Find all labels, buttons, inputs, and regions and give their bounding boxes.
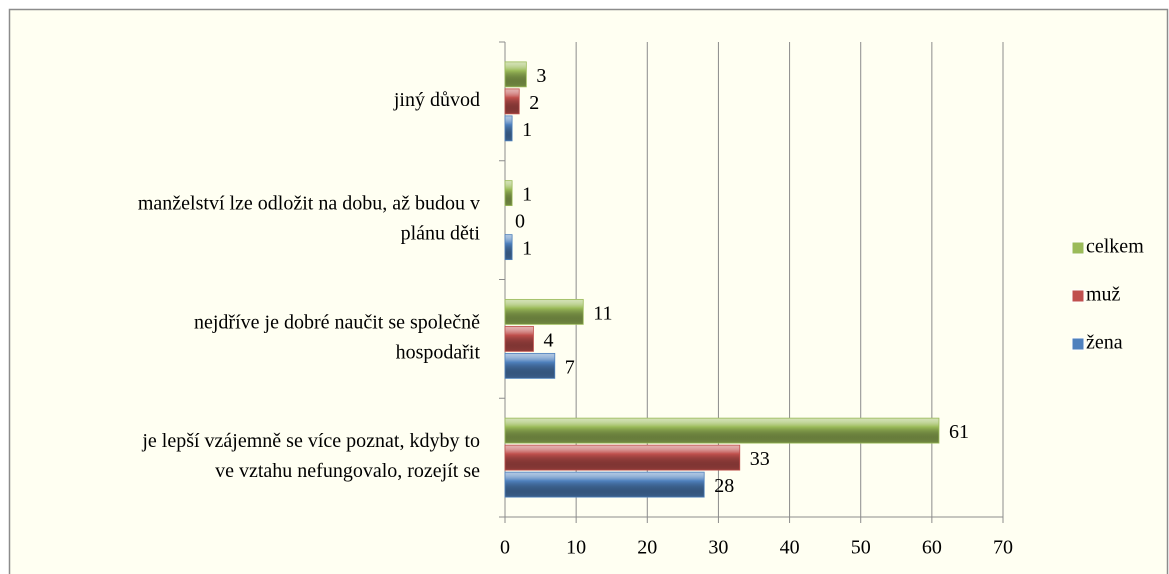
x-tick-label: 30	[708, 537, 728, 559]
legend-swatch	[1071, 241, 1085, 255]
data-label: 1	[522, 238, 532, 260]
x-tick-label: 40	[780, 537, 800, 559]
data-label: 28	[714, 475, 734, 497]
legend-label: celkem	[1086, 236, 1144, 258]
data-label: 0	[515, 211, 525, 233]
y-tick-label: jiný důvod	[393, 89, 480, 111]
bar-shade	[504, 298, 584, 325]
bar-shade	[504, 417, 940, 444]
x-tick-label: 70	[993, 537, 1013, 559]
data-label: 4	[543, 329, 553, 351]
bar-shade	[504, 115, 513, 142]
y-tick-label: je lepší vzájemně se více poznat, kdyby …	[141, 430, 480, 452]
data-label: 1	[522, 184, 532, 206]
legend-swatch	[1071, 337, 1085, 351]
y-tick-label: nejdříve je dobré naučit se společně	[194, 311, 480, 333]
legend-swatch	[1071, 289, 1085, 303]
y-tick-label: ve vztahu nefungovalo, rozejít se	[215, 460, 480, 482]
data-label: 3	[536, 65, 546, 87]
y-tick-label: manželství lze odložit na dobu, až budou…	[138, 193, 480, 215]
data-label: 61	[949, 421, 969, 443]
bar-shade	[504, 180, 513, 207]
bar-shade	[504, 325, 534, 352]
data-label: 7	[565, 356, 575, 378]
x-tick-label: 50	[851, 537, 871, 559]
data-label: 11	[593, 302, 612, 324]
bar-shade	[504, 471, 705, 498]
data-label: 2	[529, 92, 539, 114]
bar-shade	[504, 234, 513, 261]
x-tick-label: 60	[922, 537, 942, 559]
y-tick-label: hospodařit	[396, 341, 481, 363]
x-tick-label: 20	[637, 537, 657, 559]
bar-shade	[504, 61, 527, 88]
data-label: 33	[750, 448, 770, 470]
x-tick-label: 0	[500, 537, 510, 559]
x-tick-label: 10	[566, 537, 586, 559]
bar-shade	[504, 444, 741, 471]
data-label: 1	[522, 119, 532, 141]
legend-label: muž	[1086, 284, 1121, 306]
bar-shade	[504, 352, 556, 379]
legend-label: žena	[1086, 332, 1123, 354]
bar-shade	[504, 88, 520, 115]
y-tick-label: plánu děti	[401, 223, 481, 245]
